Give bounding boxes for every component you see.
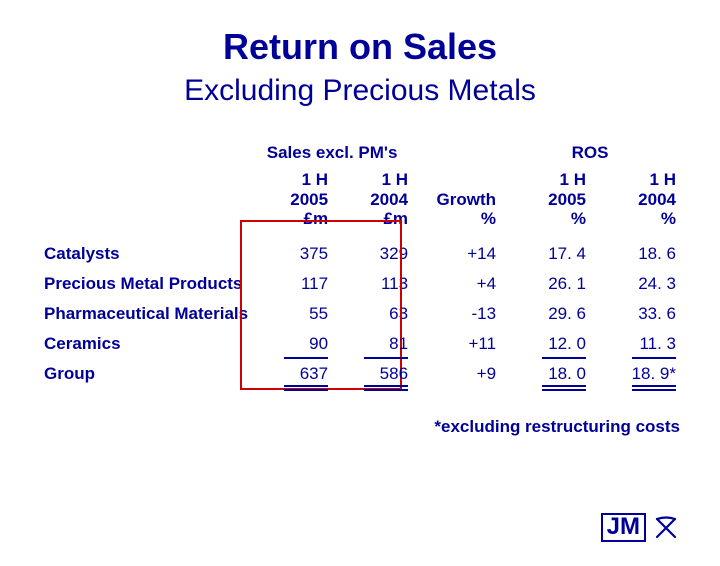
- cell: 18. 0: [500, 359, 590, 389]
- cell: 24. 3: [590, 269, 680, 299]
- superheader-ros: ROS: [500, 138, 680, 165]
- sales-ros-table: Sales excl. PM's ROS 1 H2005£m 1 H2004£m…: [40, 138, 680, 389]
- cell: 586: [332, 359, 412, 389]
- table-header-row: 1 H2005£m 1 H2004£m Growth% 1 H2005% 1 H…: [40, 165, 680, 239]
- col-header-2005-ros: 1 H2005%: [500, 165, 590, 239]
- table-row: Pharmaceutical Materials 55 63 -13 29. 6…: [40, 299, 680, 329]
- company-logo: JM: [601, 513, 680, 542]
- cell: 26. 1: [500, 269, 590, 299]
- col-header-2004-ros: 1 H2004%: [590, 165, 680, 239]
- cell: 329: [332, 239, 412, 269]
- superheader-sales: Sales excl. PM's: [252, 138, 412, 165]
- cell: 113: [332, 269, 412, 299]
- table-row: Catalysts 375 329 +14 17. 4 18. 6: [40, 239, 680, 269]
- cell: +9: [412, 359, 500, 389]
- row-label: Ceramics: [40, 329, 252, 359]
- row-label: Catalysts: [40, 239, 252, 269]
- cell: +11: [412, 329, 500, 359]
- footnote: *excluding restructuring costs: [0, 417, 680, 437]
- col-header-growth: Growth%: [412, 165, 500, 239]
- table-row: Ceramics 90 81 +11 12. 0 11. 3: [40, 329, 680, 359]
- cell: 63: [332, 299, 412, 329]
- col-header-2004-sales: 1 H2004£m: [332, 165, 412, 239]
- cell: +14: [412, 239, 500, 269]
- row-label: Group: [40, 359, 252, 389]
- data-table-container: Sales excl. PM's ROS 1 H2005£m 1 H2004£m…: [40, 138, 680, 389]
- table-superheader-row: Sales excl. PM's ROS: [40, 138, 680, 165]
- cell: 17. 4: [500, 239, 590, 269]
- col-header-2005-sales: 1 H2005£m: [252, 165, 332, 239]
- cell: 90: [252, 329, 332, 359]
- cell: 18. 9*: [590, 359, 680, 389]
- cell: 637: [252, 359, 332, 389]
- page-title: Return on Sales: [0, 26, 720, 68]
- row-label: Pharmaceutical Materials: [40, 299, 252, 329]
- pickaxe-icon: [652, 514, 680, 542]
- logo-text: JM: [601, 513, 646, 542]
- cell: 29. 6: [500, 299, 590, 329]
- cell: 81: [332, 329, 412, 359]
- table-row: Precious Metal Products 117 113 +4 26. 1…: [40, 269, 680, 299]
- cell: 33. 6: [590, 299, 680, 329]
- cell: +4: [412, 269, 500, 299]
- cell: 375: [252, 239, 332, 269]
- table-row-total: Group 637 586 +9 18. 0 18. 9*: [40, 359, 680, 389]
- cell: 117: [252, 269, 332, 299]
- cell: 11. 3: [590, 329, 680, 359]
- cell: -13: [412, 299, 500, 329]
- row-label: Precious Metal Products: [40, 269, 252, 299]
- page-subtitle: Excluding Precious Metals: [0, 74, 720, 108]
- cell: 12. 0: [500, 329, 590, 359]
- cell: 55: [252, 299, 332, 329]
- cell: 18. 6: [590, 239, 680, 269]
